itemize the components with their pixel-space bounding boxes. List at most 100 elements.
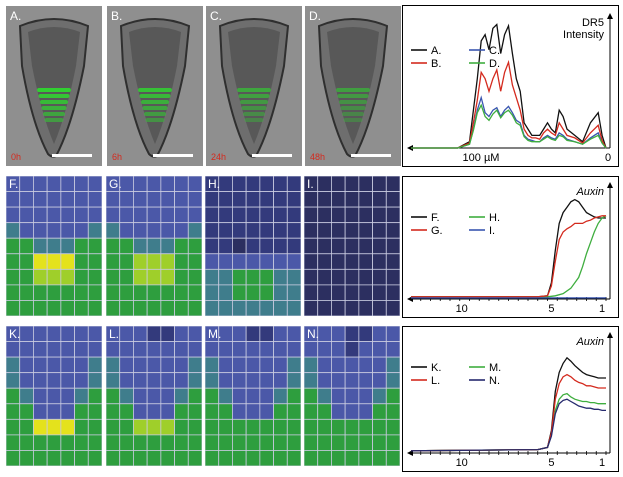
grid-cell — [358, 450, 373, 467]
grid-cell — [133, 418, 148, 436]
grid-cell — [5, 300, 21, 317]
grid-cell — [385, 191, 401, 208]
grid-cell — [46, 387, 62, 405]
grid-cell — [218, 341, 233, 358]
grid-cell — [174, 341, 189, 358]
grid-cell — [174, 403, 189, 420]
grid-cell — [105, 356, 121, 374]
grid-cell — [5, 356, 21, 374]
grid-cell — [317, 418, 332, 436]
grid-cell — [33, 175, 48, 192]
grid-cell — [60, 434, 75, 451]
gfp-band — [337, 94, 369, 98]
grid-cell — [187, 222, 203, 239]
grid-cell — [245, 191, 261, 208]
panel-label-c: C. — [210, 9, 222, 23]
grid-cell — [146, 237, 162, 255]
gfp-band — [244, 118, 264, 122]
grid-cell — [5, 418, 21, 436]
x-axis-arrow — [407, 450, 413, 456]
grid-cell — [204, 191, 220, 208]
grid-cell — [119, 341, 134, 358]
grid-cell — [74, 191, 89, 208]
grid-cell — [372, 341, 387, 358]
gfp-band — [241, 106, 267, 110]
gfp-band — [142, 106, 168, 110]
grid-cell — [358, 434, 373, 451]
root-tip-image — [119, 18, 191, 158]
grid-cell — [204, 356, 220, 374]
grid-cell — [358, 372, 373, 389]
grid-cell — [105, 341, 121, 358]
grid-cell — [60, 222, 75, 239]
scale-bar — [52, 154, 92, 157]
grid-cell — [358, 206, 373, 224]
grid-cell — [19, 450, 34, 467]
grid-cell — [317, 222, 332, 239]
grid-cell — [33, 191, 48, 208]
grid-cell — [33, 356, 48, 374]
scale-bar — [351, 154, 391, 157]
grid-cell — [331, 191, 346, 208]
scale-bar — [252, 154, 292, 157]
grid-cell — [372, 450, 387, 467]
grid-cell — [218, 356, 233, 374]
grid-cell — [119, 253, 134, 270]
grid-cell — [317, 300, 332, 317]
time-label-b: 6h — [112, 152, 123, 162]
grid-cell — [187, 341, 203, 358]
grid-cell — [174, 450, 189, 467]
grid-cell — [33, 300, 48, 317]
grid-cell — [273, 403, 288, 420]
grid-cell — [245, 403, 261, 420]
grid-cell — [273, 387, 288, 405]
grid-cell — [232, 450, 247, 467]
grid-cell — [60, 372, 75, 389]
grid-cell — [46, 237, 62, 255]
grid-cell — [19, 372, 34, 389]
grid-cell — [204, 434, 220, 451]
grid-cell — [259, 418, 274, 436]
grid-cell — [245, 237, 261, 255]
grid-cell — [218, 191, 233, 208]
grid-cell — [160, 387, 175, 405]
root-interior — [129, 27, 181, 144]
grid-cell — [133, 175, 148, 192]
grid-cell — [60, 268, 75, 286]
grid-cell — [60, 450, 75, 467]
chart-title: Auxin — [575, 336, 604, 348]
grid-cell — [187, 325, 203, 342]
grid-cell — [372, 403, 387, 420]
grid-cell — [245, 372, 261, 389]
grid-cell — [133, 372, 148, 389]
x-tick-label: 10 — [456, 303, 468, 315]
grid-cell — [259, 253, 274, 270]
grid-cell — [146, 341, 162, 358]
legend-label: A. — [431, 45, 441, 57]
grid-h-svg — [204, 175, 302, 317]
grid-cell — [344, 450, 360, 467]
gfp-band — [144, 112, 166, 116]
grid-cell — [218, 253, 233, 270]
grid-cell — [105, 300, 121, 317]
grid-cell — [204, 268, 220, 286]
grid-cell — [303, 284, 319, 301]
grid-cell — [105, 206, 121, 224]
grid-cell — [232, 191, 247, 208]
legend-label: C. — [489, 45, 500, 57]
grid-cell — [317, 237, 332, 255]
grid-cell — [344, 268, 360, 286]
grid-cell — [218, 387, 233, 405]
legend-label: I. — [489, 225, 495, 237]
grid-cell — [372, 206, 387, 224]
grid-cell — [358, 253, 373, 270]
grid-cell — [160, 450, 175, 467]
grid-cell — [146, 206, 162, 224]
grid-cell — [133, 341, 148, 358]
grid-cell — [187, 206, 203, 224]
grid-cell — [303, 300, 319, 317]
grid-cell — [187, 253, 203, 270]
grid-cell — [87, 253, 103, 270]
grid-cell — [19, 206, 34, 224]
grid-cell — [160, 325, 175, 342]
